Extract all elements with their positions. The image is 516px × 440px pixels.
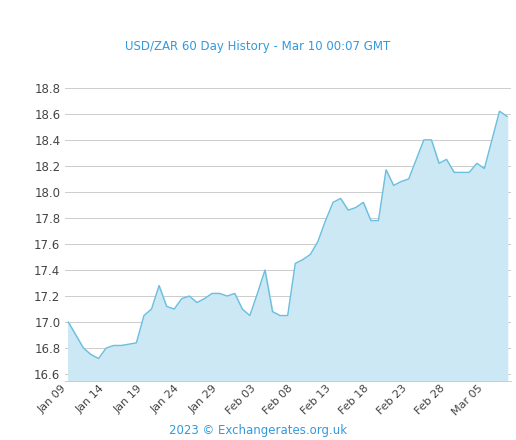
Text: USD/ZAR 60 Day History - Mar 10 00:07 GMT: USD/ZAR 60 Day History - Mar 10 00:07 GM…	[125, 40, 391, 53]
Text: 2023 © Exchangerates.org.uk: 2023 © Exchangerates.org.uk	[169, 424, 347, 437]
Text: USD ZAR Historical Charts: USD ZAR Historical Charts	[8, 8, 295, 28]
